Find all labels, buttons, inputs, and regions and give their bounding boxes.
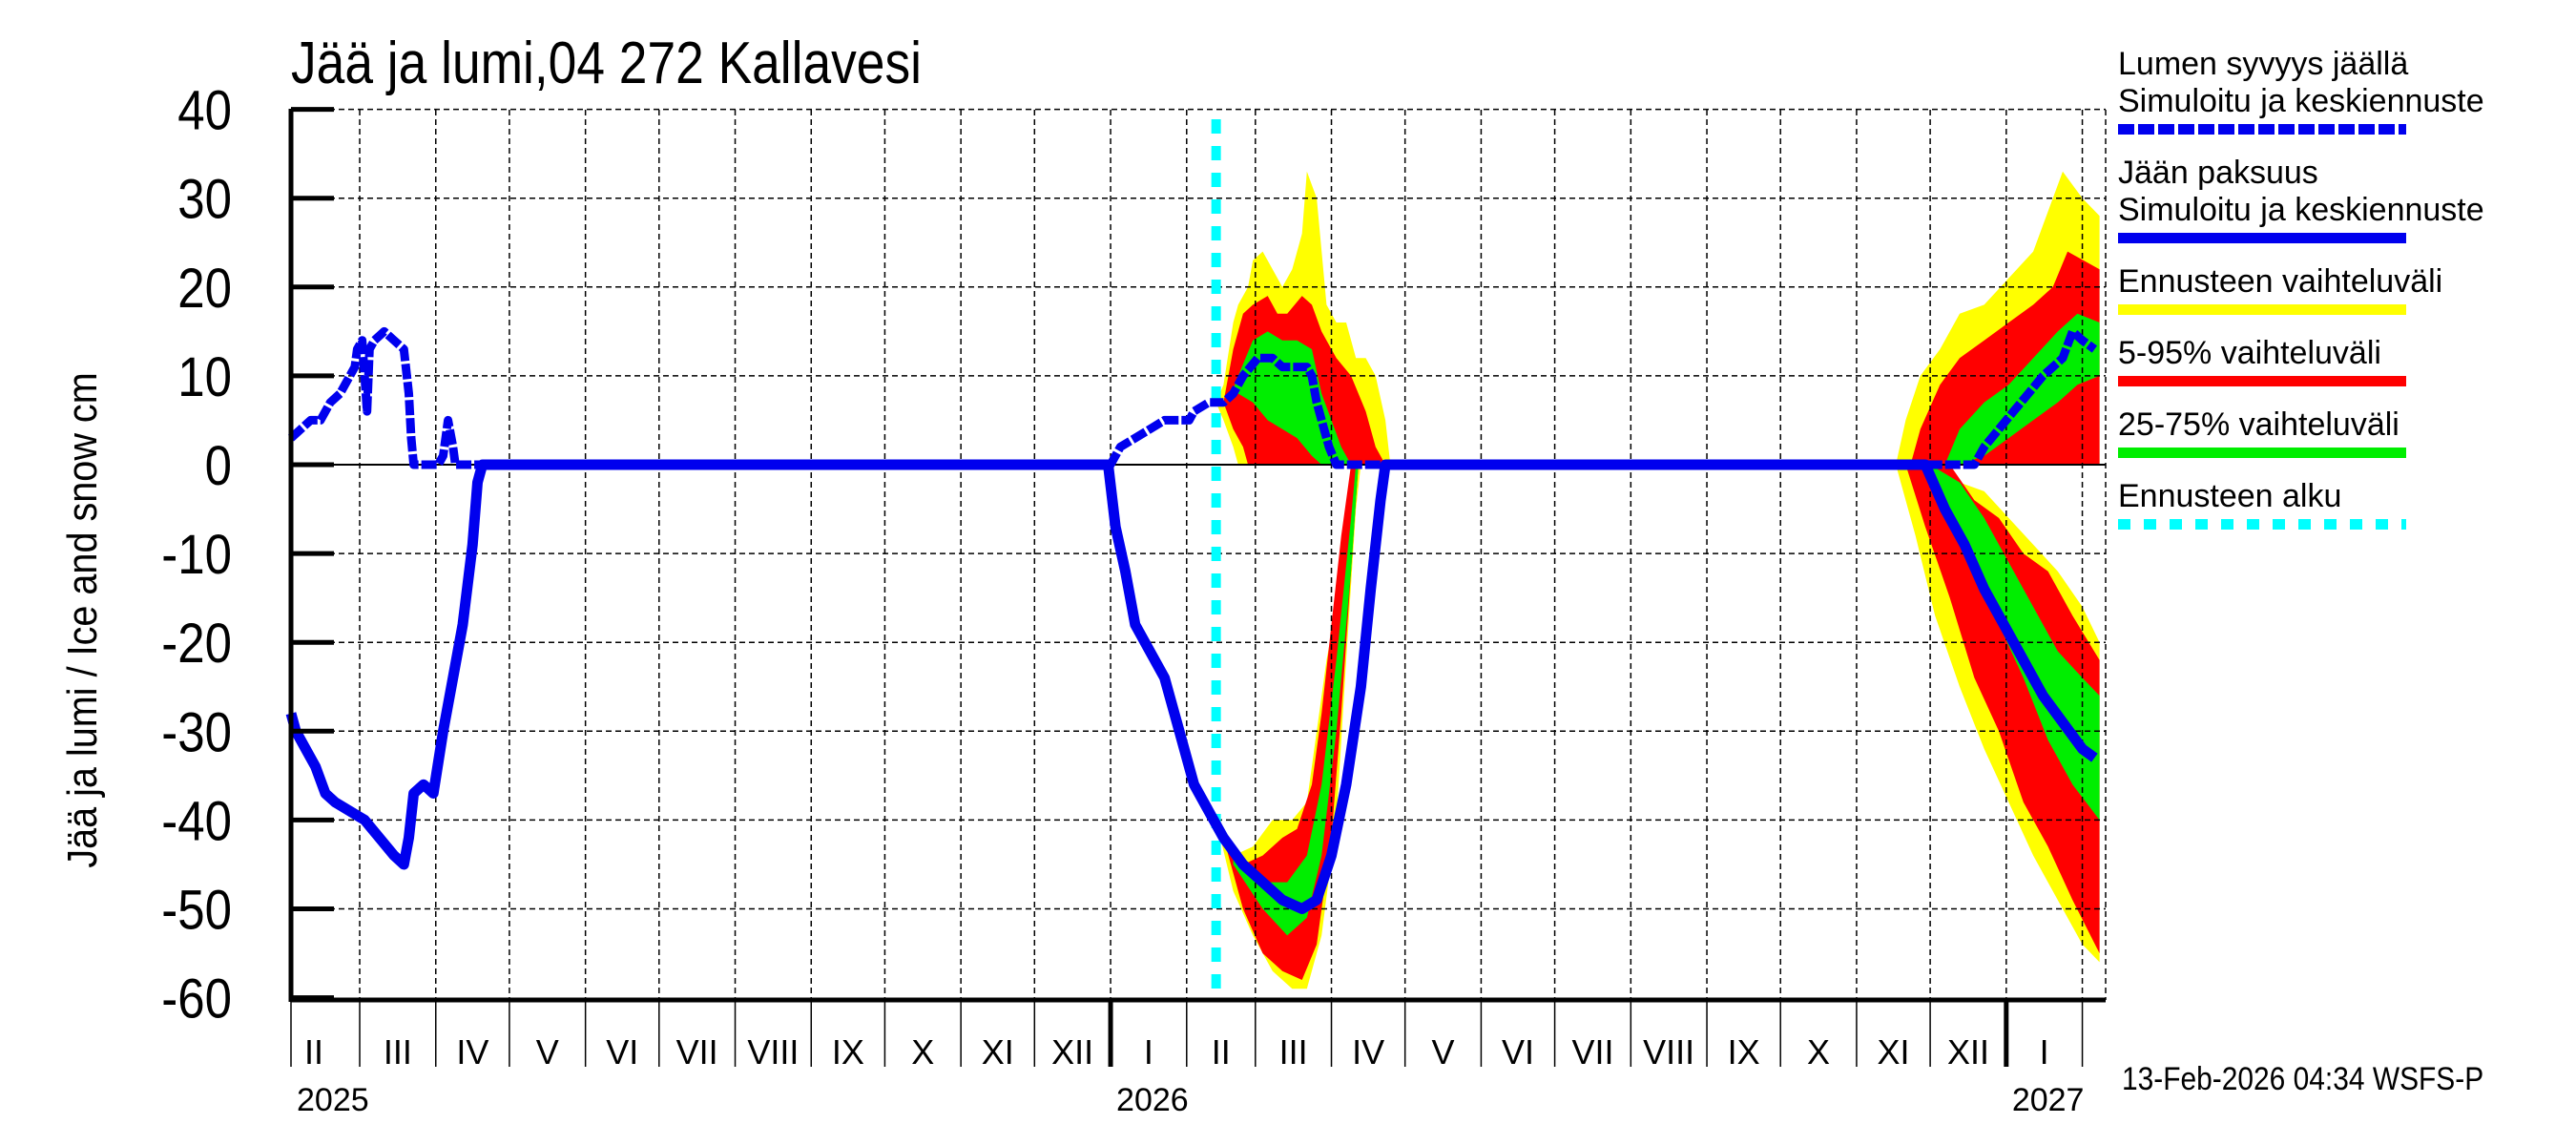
timestamp: 13-Feb-2026 04:34 WSFS-P bbox=[2122, 1061, 2484, 1097]
x-month-label: VIII bbox=[1643, 1032, 1694, 1072]
legend-item-forecast-range: Ennusteen vaihteluväli bbox=[2118, 263, 2566, 315]
x-month-label: XI bbox=[1878, 1032, 1910, 1072]
legend-label: Ennusteen alku bbox=[2118, 478, 2342, 514]
y-tick-label: 40 bbox=[177, 80, 232, 142]
red-swatch bbox=[2118, 376, 2406, 386]
y-tick-label: -60 bbox=[161, 968, 232, 1030]
green-swatch bbox=[2118, 448, 2406, 458]
y-tick-label: -50 bbox=[161, 879, 232, 941]
legend: Lumen syvyys jäällä Simuloitu ja keskien… bbox=[2118, 46, 2566, 550]
ice-thickness-line bbox=[285, 459, 2098, 914]
x-month-label: VII bbox=[676, 1032, 718, 1072]
range-band-red bbox=[1910, 251, 2100, 465]
range-band-green bbox=[1233, 465, 1359, 936]
x-month-label: III bbox=[384, 1032, 412, 1072]
x-month-label: X bbox=[911, 1032, 934, 1072]
y-tick-label: 10 bbox=[177, 346, 232, 408]
yellow-swatch bbox=[2118, 304, 2406, 315]
legend-item-snow-depth: Lumen syvyys jäällä Simuloitu ja keskien… bbox=[2118, 46, 2566, 135]
range-band-red bbox=[1905, 465, 2100, 954]
x-year-label: 2026 bbox=[1116, 1082, 1189, 1118]
grid-lines bbox=[291, 108, 2107, 1000]
legend-label: 5-95% vaihteluväli bbox=[2118, 335, 2381, 371]
legend-item-25-75-range: 25-75% vaihteluväli bbox=[2118, 406, 2566, 458]
dashed-cyan-line-swatch bbox=[2118, 519, 2406, 530]
chart-title: Jää ja lumi,04 272 Kallavesi bbox=[291, 31, 922, 96]
data-series bbox=[285, 119, 2098, 1000]
solid-blue-line-swatch bbox=[2118, 233, 2406, 243]
x-month-label: IV bbox=[456, 1032, 488, 1072]
x-month-label: X bbox=[1807, 1032, 1830, 1072]
x-year-label: 2027 bbox=[2012, 1082, 2085, 1118]
y-tick-label: -40 bbox=[161, 790, 232, 852]
x-month-label: VI bbox=[1502, 1032, 1534, 1072]
legend-label: Jään paksuus bbox=[2118, 155, 2318, 191]
x-month-label: I bbox=[2040, 1032, 2049, 1072]
x-month-label: XII bbox=[1947, 1032, 1989, 1072]
snow-depth-line bbox=[287, 326, 2098, 469]
legend-label: 25-75% vaihteluväli bbox=[2118, 406, 2399, 443]
legend-label: Simuloitu ja keskiennuste bbox=[2118, 192, 2484, 228]
x-month-label: III bbox=[1279, 1032, 1308, 1072]
x-month-label: V bbox=[536, 1032, 559, 1072]
legend-label: Ennusteen vaihteluväli bbox=[2118, 263, 2443, 300]
y-tick-label: -10 bbox=[161, 524, 232, 586]
legend-label: Simuloitu ja keskiennuste bbox=[2118, 83, 2484, 119]
forecast-range-bands bbox=[1215, 171, 2100, 989]
x-month-label: II bbox=[1212, 1032, 1231, 1072]
x-month-label: XI bbox=[982, 1032, 1014, 1072]
x-month-label: IX bbox=[832, 1032, 864, 1072]
y-tick-label: -30 bbox=[161, 701, 232, 763]
x-month-label: I bbox=[1144, 1032, 1153, 1072]
x-month-label: II bbox=[304, 1032, 323, 1072]
y-tick-label: 30 bbox=[177, 169, 232, 231]
legend-item-forecast-start: Ennusteen alku bbox=[2118, 478, 2566, 530]
y-axis-label: Jää ja lumi / Ice and snow cm bbox=[59, 372, 106, 868]
legend-item-ice-thickness: Jään paksuus Simuloitu ja keskiennuste bbox=[2118, 155, 2566, 243]
legend-item-5-95-range: 5-95% vaihteluväli bbox=[2118, 335, 2566, 386]
legend-label: Lumen syvyys jäällä bbox=[2118, 46, 2409, 82]
dashed-blue-line-swatch bbox=[2118, 124, 2406, 135]
y-tick-label: 20 bbox=[177, 258, 232, 320]
y-tick-label: 0 bbox=[205, 435, 232, 497]
x-month-label: VI bbox=[606, 1032, 638, 1072]
x-month-label: VIII bbox=[747, 1032, 799, 1072]
x-year-label: 2025 bbox=[297, 1082, 369, 1118]
x-month-label: VII bbox=[1571, 1032, 1613, 1072]
x-month-label: IV bbox=[1352, 1032, 1384, 1072]
x-month-label: IX bbox=[1728, 1032, 1760, 1072]
x-month-label: V bbox=[1432, 1032, 1455, 1072]
y-tick-label: -20 bbox=[161, 613, 232, 675]
x-month-label: XII bbox=[1051, 1032, 1093, 1072]
range-band-red bbox=[1223, 465, 1359, 980]
